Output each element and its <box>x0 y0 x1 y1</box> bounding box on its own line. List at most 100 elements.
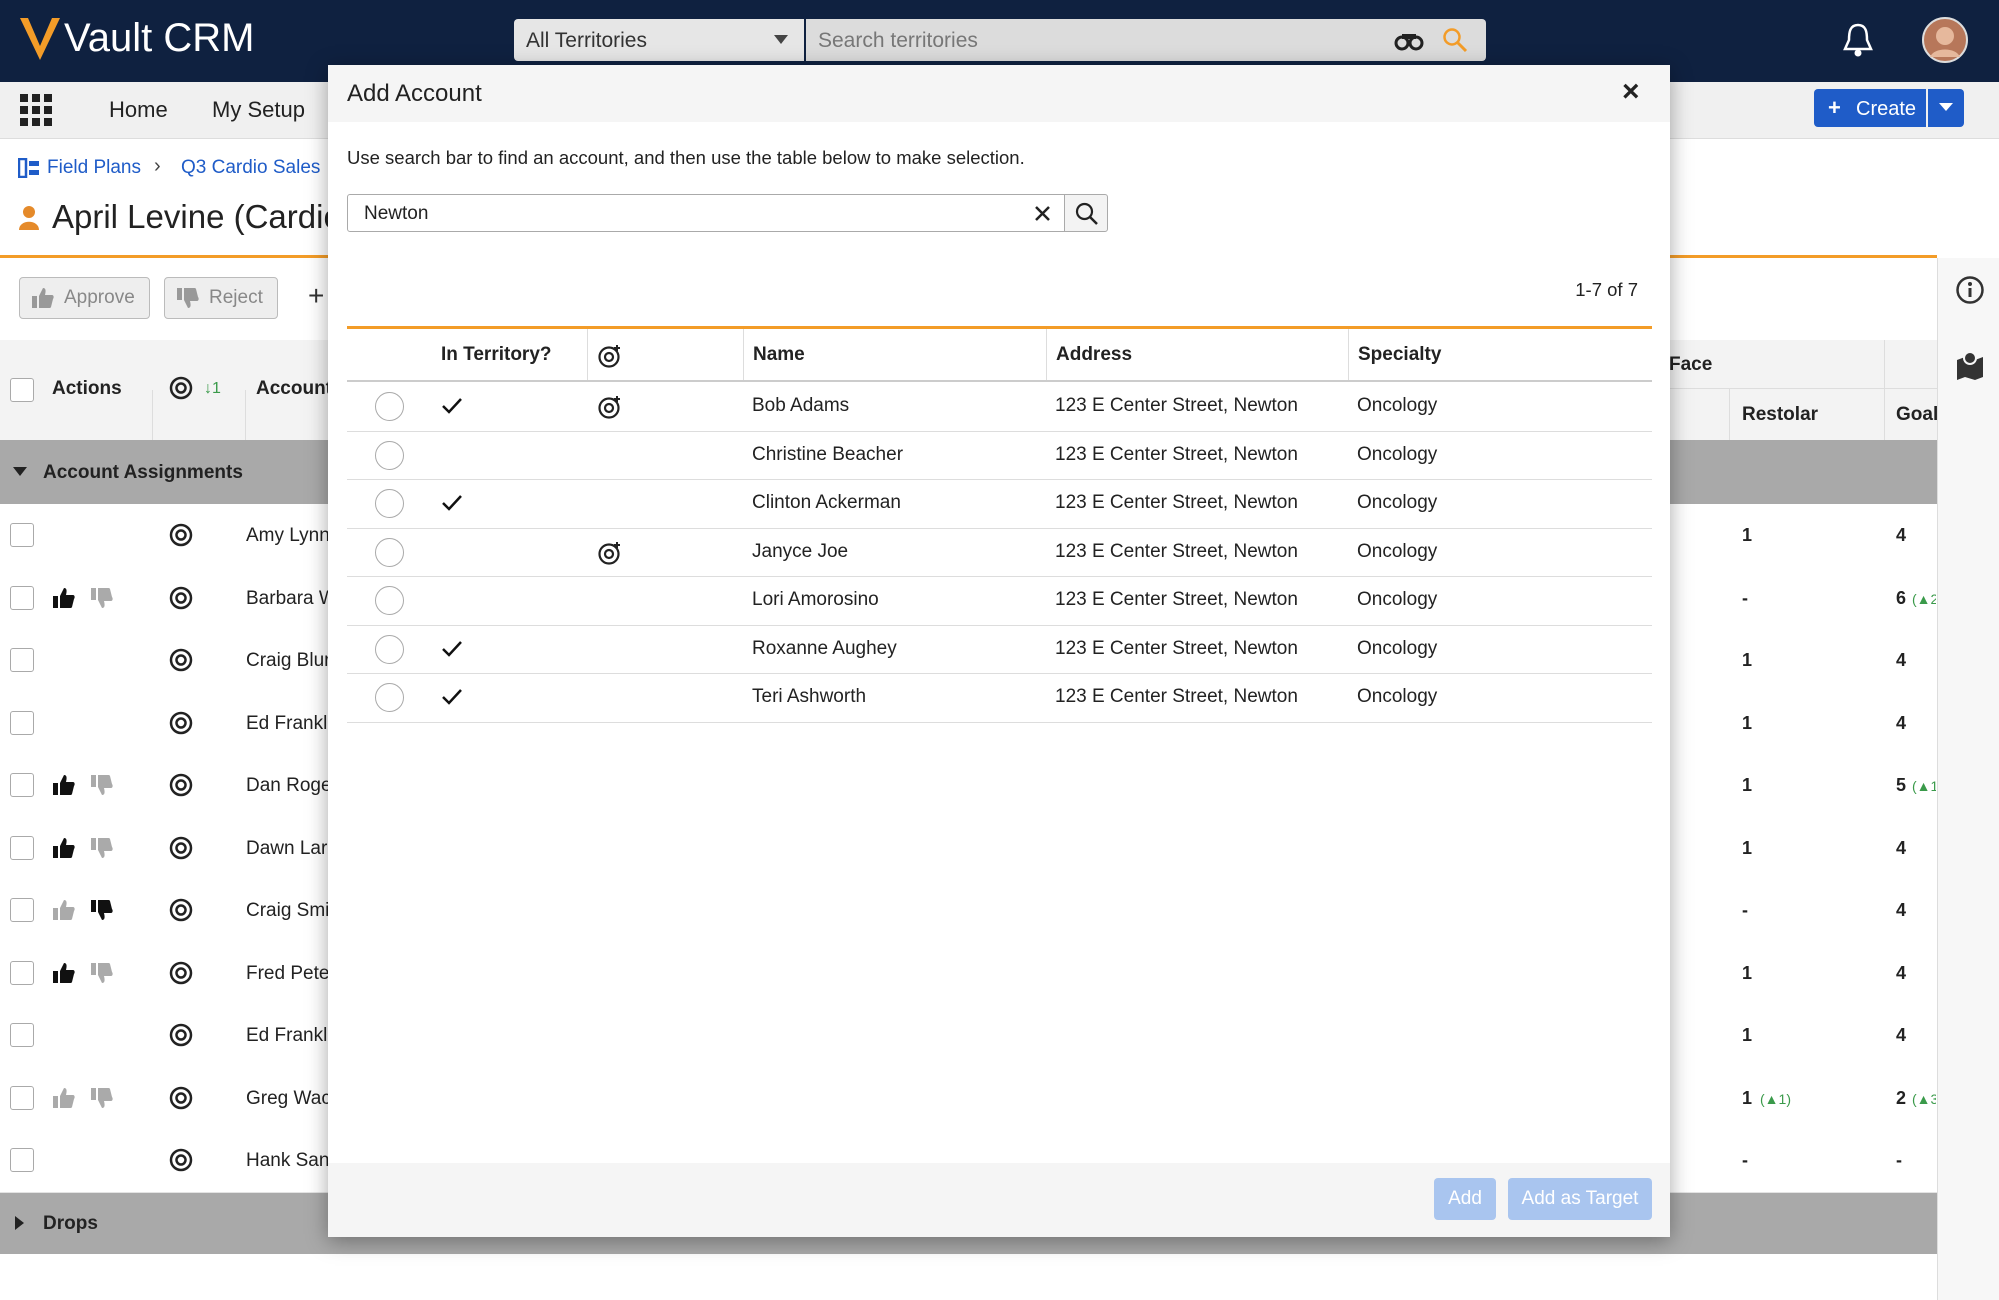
column-divider <box>587 329 588 380</box>
row-checkbox[interactable] <box>10 1023 34 1047</box>
column-header: Actions <box>52 378 122 399</box>
row-checkbox[interactable] <box>10 648 34 672</box>
row-checkbox[interactable] <box>10 523 34 547</box>
account-name[interactable]: Ed Frankl <box>246 1025 328 1046</box>
restolar-value: 1 <box>1742 962 1753 983</box>
column-divider <box>152 390 153 440</box>
account-row: Teri Ashworth 123 E Center Street, Newton… <box>347 673 1652 723</box>
row-checkbox[interactable] <box>10 835 34 860</box>
approve-button[interactable]: Approve <box>19 277 150 319</box>
select-radio[interactable] <box>375 586 404 615</box>
select-radio[interactable] <box>375 634 404 664</box>
goal-delta: (▲1) <box>1912 778 1936 794</box>
account-name[interactable]: Dan Roge <box>246 775 332 796</box>
account-name[interactable]: Barbara W <box>246 587 337 609</box>
map-icon[interactable] <box>1955 350 1985 380</box>
nav-item[interactable]: Home <box>109 97 168 122</box>
column-header: Address <box>1056 344 1133 365</box>
select-radio[interactable] <box>375 537 404 567</box>
goal-delta: (▲3) <box>1912 1090 1936 1107</box>
territory-search[interactable]: Search territories <box>806 19 1486 61</box>
row-checkbox[interactable] <box>10 710 34 735</box>
goal-value: 4 <box>1896 900 1907 920</box>
nav-item[interactable]: My Setup <box>212 97 305 122</box>
target-indicator <box>598 541 620 565</box>
row-checkbox[interactable] <box>10 585 34 610</box>
account-row: Roxanne Aughey 123 E Center Street, Newto… <box>347 625 1652 674</box>
modal-close[interactable]: × <box>1622 75 1640 108</box>
account-name[interactable]: Amy Lynn <box>246 525 330 546</box>
select-radio[interactable] <box>375 489 404 518</box>
restolar-value: 1 <box>1742 650 1753 670</box>
select-all-checkbox[interactable] <box>10 378 34 402</box>
account-name[interactable]: Fred Pete <box>246 962 330 984</box>
create-dropdown[interactable] <box>1928 89 1964 127</box>
info-icon[interactable] <box>1955 275 1985 305</box>
select-radio[interactable] <box>375 392 404 421</box>
account-search-input[interactable]: Newton <box>347 194 1065 232</box>
breadcrumb-link[interactable]: Q3 Cardio Sales <box>181 157 321 178</box>
row-checkbox[interactable] <box>10 898 34 922</box>
goal-value: 6(▲2) <box>1896 588 1936 609</box>
account-row: Janyce Joe 123 E Center Street, Newton Onc… <box>347 528 1652 577</box>
in-territory-check <box>442 495 462 511</box>
search-button[interactable] <box>1064 194 1108 232</box>
row-checkbox[interactable] <box>10 1085 34 1110</box>
thumb-up-icon <box>53 837 75 858</box>
plus-icon: + <box>1828 95 1841 120</box>
account-name[interactable]: Craig Blur <box>246 650 331 671</box>
create-button[interactable]: + Create <box>1814 89 1926 127</box>
brand: Vault CRM <box>64 16 255 60</box>
account-specialty: Oncology <box>1357 492 1438 513</box>
row-checkbox[interactable] <box>10 1148 34 1172</box>
bell-icon[interactable] <box>1842 22 1874 58</box>
in-territory-check <box>442 640 462 657</box>
select-radio[interactable] <box>375 440 404 470</box>
toolbar-add[interactable]: + <box>308 280 325 311</box>
account-name[interactable]: Craig Smi <box>246 900 330 921</box>
add-as-target-button[interactable]: Add as Target <box>1508 1178 1652 1220</box>
territory-select[interactable]: All Territories <box>514 19 804 61</box>
row-checkbox[interactable] <box>10 960 34 985</box>
clear-search[interactable] <box>1035 206 1050 221</box>
search-icon[interactable] <box>1442 27 1468 53</box>
dropdown-arrow <box>1939 103 1953 111</box>
user-avatar[interactable] <box>1922 17 1968 63</box>
goal-value: 5(▲1) <box>1896 775 1936 796</box>
create-label: Create <box>1856 98 1917 120</box>
goal-delta: (▲2) <box>1912 590 1936 607</box>
breadcrumb-link[interactable]: Field Plans <box>47 157 141 178</box>
breadcrumb-separator: › <box>154 155 161 177</box>
account-row: Christine Beacher 123 E Center Street, Ne… <box>347 431 1652 480</box>
account-name[interactable]: Ed Frankl <box>246 712 328 734</box>
select-radio[interactable] <box>375 683 404 712</box>
thumb-down-icon <box>91 775 113 795</box>
app-launcher[interactable] <box>20 94 52 126</box>
add-button[interactable]: Add <box>1434 1178 1496 1220</box>
column-header: In Territory? <box>441 344 552 365</box>
restolar-value: 1 <box>1742 837 1753 858</box>
table-header: In Territory? Name Address Specialty <box>347 329 1652 382</box>
reject-label: Reject <box>209 287 263 308</box>
restolar-value: 1 <box>1742 1025 1753 1045</box>
account-row: Lori Amorosino 123 E Center Street, Newto… <box>347 576 1652 626</box>
search-icon <box>1075 202 1098 225</box>
account-specialty: Oncology <box>1357 637 1438 659</box>
account-name[interactable]: Hank San <box>246 1150 330 1171</box>
group-label: Drops <box>43 1212 98 1234</box>
account-name: Lori Amorosino <box>752 589 879 610</box>
target-icon <box>598 345 620 368</box>
account-name[interactable]: Dawn Lar <box>246 837 328 859</box>
right-sidebar <box>1937 258 1999 1300</box>
search-placeholder: Search territories <box>818 29 978 52</box>
row-checkbox[interactable] <box>10 773 34 797</box>
target-icon <box>169 711 193 734</box>
account-address: 123 E Center Street, Newton <box>1055 686 1298 707</box>
goal-value: - <box>1896 1150 1902 1170</box>
account-specialty: Oncology <box>1357 686 1438 707</box>
reject-button[interactable]: Reject <box>164 277 278 319</box>
account-name[interactable]: Greg Wac <box>246 1087 331 1109</box>
restolar-value: - <box>1742 900 1748 920</box>
